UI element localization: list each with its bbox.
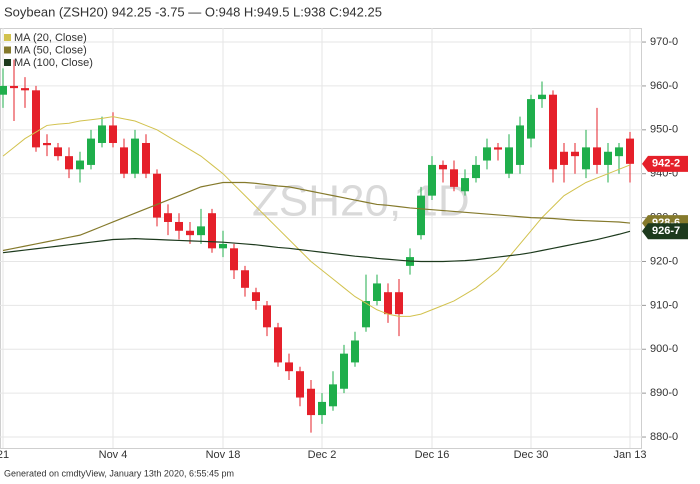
candle-body bbox=[263, 305, 271, 328]
candle-body bbox=[329, 384, 337, 407]
price-tag bbox=[642, 223, 688, 240]
y-tick-label: 890-0 bbox=[650, 387, 678, 399]
candle-body bbox=[516, 125, 524, 165]
candle-body bbox=[527, 99, 535, 139]
candle-body bbox=[560, 151, 568, 165]
legend-label: MA (100, Close) bbox=[14, 57, 93, 69]
candle-body bbox=[593, 147, 601, 165]
price-tag-label: 926-7 bbox=[652, 225, 680, 237]
candle-body bbox=[494, 147, 502, 150]
y-tick-label: 910-0 bbox=[650, 299, 678, 311]
candle-body bbox=[219, 243, 227, 249]
candle-body bbox=[483, 147, 491, 161]
candle-body bbox=[241, 270, 249, 288]
candle-body bbox=[604, 151, 612, 165]
legend-label: MA (20, Close) bbox=[14, 32, 87, 44]
y-tick-label: 920-0 bbox=[650, 255, 678, 267]
legend-swatch bbox=[4, 46, 11, 54]
candle-body bbox=[318, 401, 326, 416]
candle-body bbox=[450, 169, 458, 187]
legend-swatch bbox=[4, 34, 11, 41]
candle-body bbox=[153, 173, 161, 218]
x-tick-label: Dec 2 bbox=[308, 449, 337, 461]
candle-body bbox=[384, 292, 392, 315]
candle-body bbox=[98, 125, 106, 143]
candle-body bbox=[131, 138, 139, 174]
ma-line bbox=[2, 230, 631, 263]
candle-body bbox=[395, 292, 403, 315]
x-tick-label: Nov 4 bbox=[99, 449, 128, 461]
candle-body bbox=[428, 164, 436, 196]
y-tick-label: 970-0 bbox=[650, 36, 678, 48]
y-tick-label: 880-0 bbox=[650, 431, 678, 443]
candle-body bbox=[65, 156, 73, 170]
candle-body bbox=[0, 85, 7, 95]
candle-body bbox=[285, 362, 293, 372]
price-tag bbox=[642, 155, 688, 172]
candle-body bbox=[32, 90, 40, 148]
candle-body bbox=[296, 371, 304, 398]
chart-title: Soybean (ZSH20) 942.25 -3.75 — O:948 H:9… bbox=[4, 4, 382, 19]
candle-body bbox=[164, 213, 172, 222]
candle-body bbox=[76, 160, 84, 170]
candle-body bbox=[208, 213, 216, 249]
candle-body bbox=[373, 283, 381, 301]
x-tick-label: 21 bbox=[0, 449, 9, 461]
candle-body bbox=[351, 340, 359, 363]
x-tick-label: Dec 16 bbox=[415, 449, 450, 461]
candle-body bbox=[505, 147, 513, 174]
ma-line bbox=[2, 181, 631, 252]
legend-label: MA (50, Close) bbox=[14, 44, 87, 56]
y-tick-label: 950-0 bbox=[650, 124, 678, 136]
candle-body bbox=[538, 94, 546, 100]
candle-body bbox=[43, 142, 51, 146]
candle-body bbox=[439, 164, 447, 170]
candle-body bbox=[461, 178, 469, 192]
x-tick-label: Dec 30 bbox=[514, 449, 549, 461]
candle-body bbox=[626, 138, 634, 164]
x-tick-label: Nov 18 bbox=[206, 449, 241, 461]
candle-body bbox=[21, 88, 29, 91]
candle-body bbox=[615, 147, 623, 157]
y-tick-label: 900-0 bbox=[650, 343, 678, 355]
candle-body bbox=[362, 300, 370, 328]
candle-body bbox=[142, 142, 150, 174]
footer: Generated on cmdtyView, January 13th 202… bbox=[4, 468, 234, 478]
candle-body bbox=[120, 147, 128, 174]
ma-line bbox=[2, 116, 631, 317]
candle-body bbox=[54, 147, 62, 157]
candle-body bbox=[340, 353, 348, 389]
candle-body bbox=[417, 195, 425, 236]
price-tag-label: 942-2 bbox=[652, 158, 680, 170]
plot-frame bbox=[0, 28, 642, 449]
candle-body bbox=[472, 164, 480, 179]
candle-body bbox=[175, 221, 183, 231]
candle-body bbox=[274, 327, 282, 363]
y-tick-label: 960-0 bbox=[650, 80, 678, 92]
candle-body bbox=[186, 230, 194, 236]
candle-body bbox=[109, 125, 117, 143]
candle-body bbox=[10, 85, 18, 89]
x-tick-label: Jan 13 bbox=[613, 449, 646, 461]
candle-body bbox=[87, 138, 95, 165]
candle-body bbox=[252, 292, 260, 301]
candle-body bbox=[571, 151, 579, 157]
candle-body bbox=[582, 147, 590, 170]
legend-swatch bbox=[4, 59, 11, 66]
candle-body bbox=[307, 388, 315, 416]
candle-body bbox=[549, 94, 557, 170]
candle-body bbox=[230, 248, 238, 271]
candle-body bbox=[197, 226, 205, 236]
